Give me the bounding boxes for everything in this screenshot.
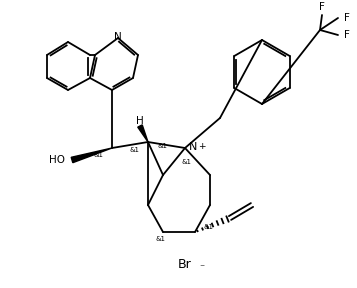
Text: &1: &1 bbox=[94, 152, 104, 158]
Text: N: N bbox=[114, 32, 122, 42]
Text: +: + bbox=[198, 142, 206, 151]
Text: &1: &1 bbox=[182, 159, 192, 165]
Text: H: H bbox=[136, 116, 144, 126]
Text: &1: &1 bbox=[156, 236, 166, 242]
Text: N: N bbox=[189, 142, 197, 152]
Text: &1: &1 bbox=[158, 143, 168, 149]
Text: ⁻: ⁻ bbox=[199, 263, 204, 273]
Polygon shape bbox=[71, 148, 112, 163]
Text: &1: &1 bbox=[203, 224, 213, 230]
Text: Br: Br bbox=[178, 259, 192, 272]
Text: HO: HO bbox=[49, 155, 65, 165]
Text: F: F bbox=[319, 2, 325, 12]
Polygon shape bbox=[138, 125, 148, 142]
Text: F: F bbox=[344, 30, 350, 40]
Text: F: F bbox=[344, 13, 350, 23]
Text: &1: &1 bbox=[130, 147, 140, 153]
